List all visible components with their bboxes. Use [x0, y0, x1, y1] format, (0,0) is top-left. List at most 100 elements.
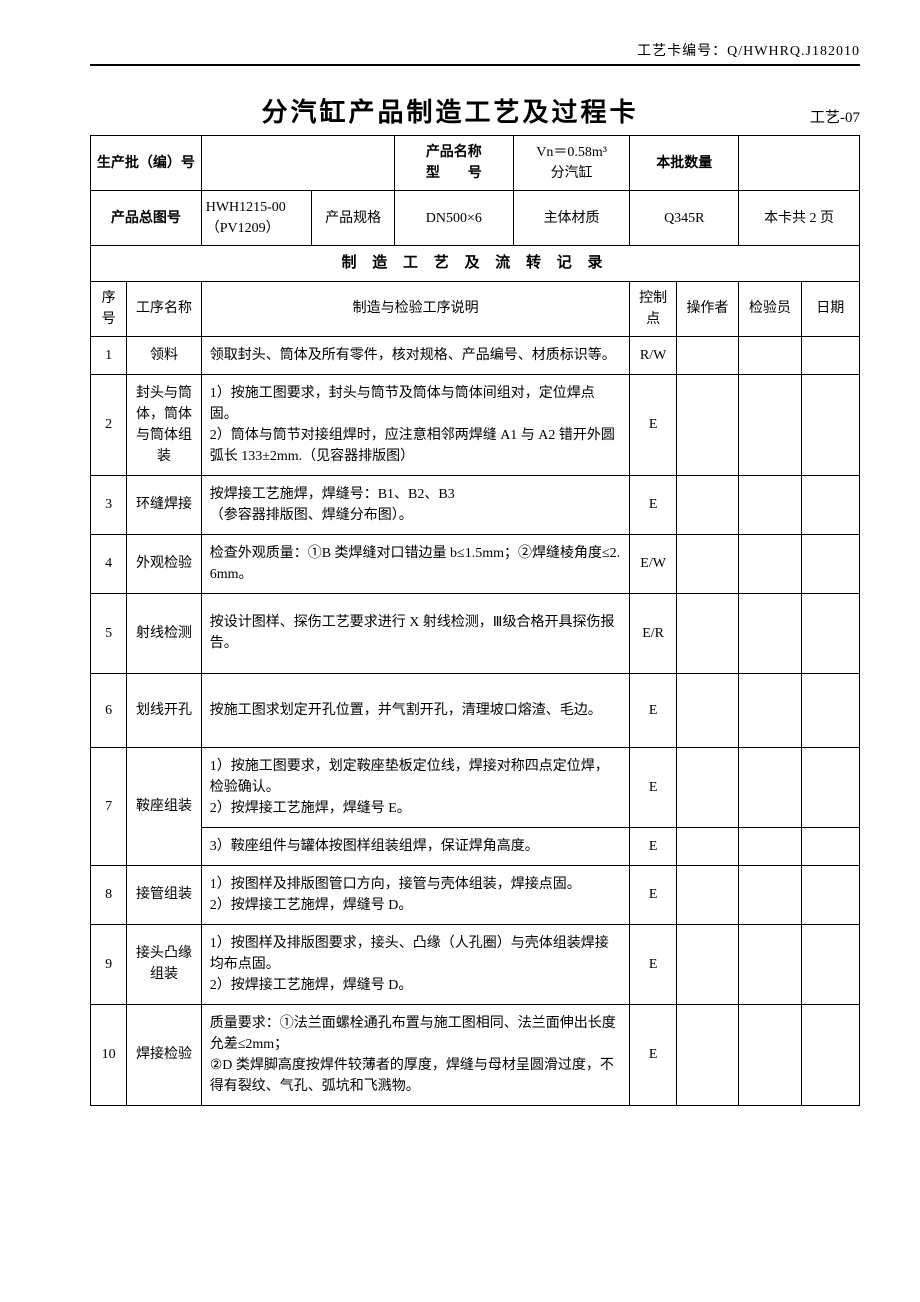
row-ctrl: E	[630, 827, 676, 865]
row-name: 环缝焊接	[127, 475, 201, 534]
row-desc: 1）按图样及排版图要求，接头、凸缘（人孔圈）与壳体组装焊接均布点固。2）按焊接工…	[201, 924, 630, 1004]
pages: 本卡共 2 页	[739, 191, 860, 246]
row-date[interactable]	[801, 475, 859, 534]
row-seq: 1	[91, 336, 127, 374]
row-seq: 2	[91, 374, 127, 475]
row-inspector[interactable]	[739, 1004, 801, 1105]
row-ctrl: E	[630, 865, 676, 924]
drawing-value-l2: （PV1209）	[206, 221, 280, 236]
row-date[interactable]	[801, 865, 859, 924]
row-date[interactable]	[801, 374, 859, 475]
row-desc: 1）按图样及排版图管口方向，接管与壳体组装，焊接点固。2）按焊接工艺施焊，焊缝号…	[201, 865, 630, 924]
row-operator[interactable]	[676, 534, 738, 593]
product-name-label-l1: 产品名称	[426, 145, 482, 160]
row-seq: 6	[91, 673, 127, 747]
row-operator[interactable]	[676, 747, 738, 827]
row-ctrl: E	[630, 374, 676, 475]
row-seq: 4	[91, 534, 127, 593]
row-inspector[interactable]	[739, 475, 801, 534]
row-ctrl: E	[630, 673, 676, 747]
row-operator[interactable]	[676, 1004, 738, 1105]
row-operator[interactable]	[676, 865, 738, 924]
product-name-value: Vn＝0.58m³ 分汽缸	[513, 136, 630, 191]
row-date[interactable]	[801, 593, 859, 673]
row-inspector[interactable]	[739, 865, 801, 924]
title-code: 工艺-07	[810, 106, 860, 129]
row-inspector[interactable]	[739, 593, 801, 673]
row-ctrl: E/R	[630, 593, 676, 673]
row-name: 射线检测	[127, 593, 201, 673]
card-number-label: 工艺卡编号：	[637, 44, 727, 59]
row-date[interactable]	[801, 827, 859, 865]
col-operator: 操作者	[676, 281, 738, 336]
row-inspector[interactable]	[739, 827, 801, 865]
section-title: 制 造 工 艺 及 流 转 记 录	[91, 246, 860, 282]
batch-label: 生产批（编）号	[91, 136, 202, 191]
col-name: 工序名称	[127, 281, 201, 336]
material-label: 主体材质	[513, 191, 630, 246]
row-name: 接管组装	[127, 865, 201, 924]
process-card-table: 生产批（编）号 产品名称 型 号 Vn＝0.58m³ 分汽缸 本批数量 产品总图…	[90, 135, 860, 1106]
row-inspector[interactable]	[739, 374, 801, 475]
row-operator[interactable]	[676, 374, 738, 475]
product-name-label: 产品名称 型 号	[394, 136, 513, 191]
spec-label: 产品规格	[312, 191, 395, 246]
product-name-value-l2: 分汽缸	[551, 166, 593, 181]
row-name: 外观检验	[127, 534, 201, 593]
row-inspector[interactable]	[739, 336, 801, 374]
row-desc: 按焊接工艺施焊，焊缝号：B1、B2、B3（参容器排版图、焊缝分布图）。	[201, 475, 630, 534]
row-desc: 质量要求：①法兰面螺栓通孔布置与施工图相同、法兰面伸出长度允差≤2mm；②D 类…	[201, 1004, 630, 1105]
card-number-header: 工艺卡编号：Q/HWHRQ.J182010	[90, 40, 860, 66]
row-inspector[interactable]	[739, 673, 801, 747]
col-date: 日期	[801, 281, 859, 336]
row-name: 鞍座组装	[127, 747, 201, 865]
row-desc: 1）按施工图要求，封头与筒节及筒体与筒体间组对，定位焊点固。2）筒体与筒节对接组…	[201, 374, 630, 475]
batch-value[interactable]	[201, 136, 394, 191]
row-ctrl: R/W	[630, 336, 676, 374]
drawing-value: HWH1215-00 （PV1209）	[201, 191, 312, 246]
drawing-label: 产品总图号	[91, 191, 202, 246]
row-date[interactable]	[801, 1004, 859, 1105]
col-desc: 制造与检验工序说明	[201, 281, 630, 336]
row-ctrl: E/W	[630, 534, 676, 593]
row-operator[interactable]	[676, 336, 738, 374]
row-seq: 5	[91, 593, 127, 673]
row-name: 焊接检验	[127, 1004, 201, 1105]
drawing-value-l1: HWH1215-00	[206, 200, 286, 215]
row-ctrl: E	[630, 924, 676, 1004]
row-date[interactable]	[801, 336, 859, 374]
col-seq: 序号	[91, 281, 127, 336]
row-name: 封头与筒体，筒体与筒体组装	[127, 374, 201, 475]
qty-value[interactable]	[739, 136, 860, 191]
row-name: 接头凸缘组装	[127, 924, 201, 1004]
row-date[interactable]	[801, 747, 859, 827]
row-date[interactable]	[801, 534, 859, 593]
product-name-value-l1: Vn＝0.58m³	[536, 145, 607, 160]
row-name: 划线开孔	[127, 673, 201, 747]
row-ctrl: E	[630, 475, 676, 534]
row-operator[interactable]	[676, 593, 738, 673]
row-operator[interactable]	[676, 827, 738, 865]
row-date[interactable]	[801, 673, 859, 747]
row-inspector[interactable]	[739, 747, 801, 827]
row-inspector[interactable]	[739, 534, 801, 593]
row-seq: 8	[91, 865, 127, 924]
row-ctrl: E	[630, 1004, 676, 1105]
row-seq: 7	[91, 747, 127, 865]
row-operator[interactable]	[676, 475, 738, 534]
spec-value: DN500×6	[394, 191, 513, 246]
row-desc: 按施工图求划定开孔位置，并气割开孔，清理坡口熔渣、毛边。	[201, 673, 630, 747]
row-name: 领料	[127, 336, 201, 374]
row-seq: 3	[91, 475, 127, 534]
row-desc: 按设计图样、探伤工艺要求进行 X 射线检测，Ⅲ级合格开具探伤报告。	[201, 593, 630, 673]
row-operator[interactable]	[676, 924, 738, 1004]
row-seq: 9	[91, 924, 127, 1004]
row-inspector[interactable]	[739, 924, 801, 1004]
col-inspector: 检验员	[739, 281, 801, 336]
row-seq: 10	[91, 1004, 127, 1105]
col-ctrl: 控制点	[630, 281, 676, 336]
row-desc: 检查外观质量：①B 类焊缝对口错边量 b≤1.5mm；②焊缝棱角度≤2.6mm。	[201, 534, 630, 593]
row-operator[interactable]	[676, 673, 738, 747]
row-desc: 1）按施工图要求，划定鞍座垫板定位线，焊接对称四点定位焊，检验确认。2）按焊接工…	[201, 747, 630, 827]
row-date[interactable]	[801, 924, 859, 1004]
